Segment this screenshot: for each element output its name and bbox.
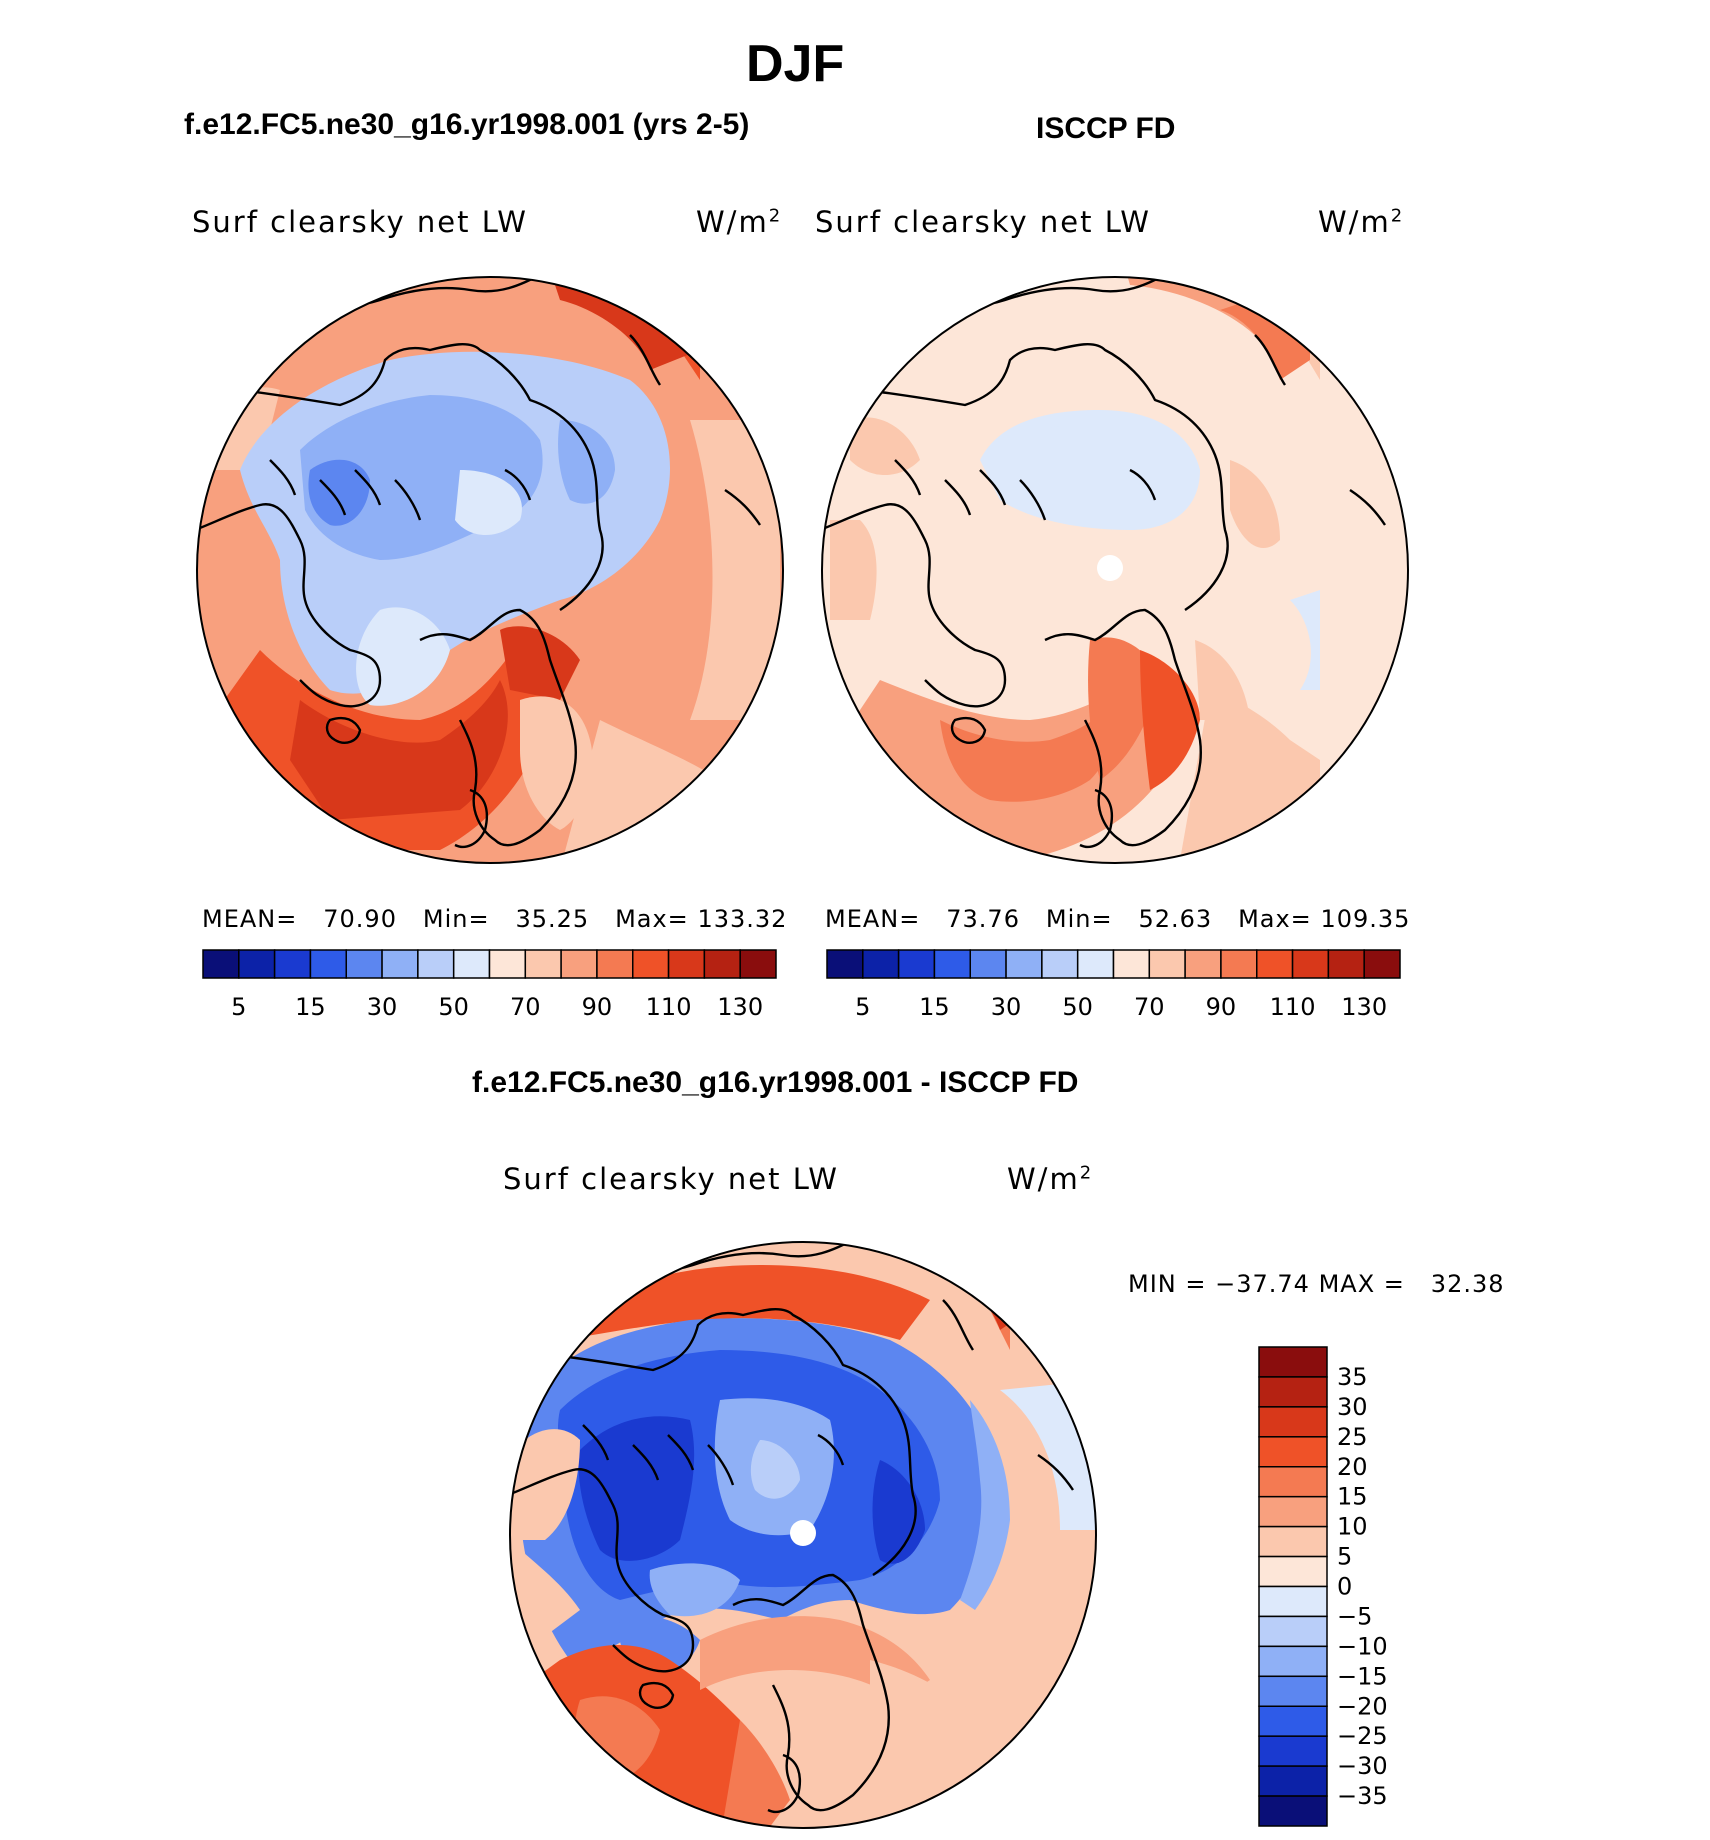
colorbar-3-swatch — [1258, 1525, 1328, 1558]
colorbar-3-tick-label: −10 — [1337, 1632, 1388, 1660]
colorbar-1-tick-label: 30 — [367, 993, 398, 1021]
panel3-stats: MIN = −37.74 MAX = 32.38 — [1128, 1270, 1505, 1298]
colorbar-3-tick-label: 15 — [1337, 1483, 1368, 1511]
colorbar-3-tick-label: 30 — [1337, 1393, 1368, 1421]
colorbar-1-swatch — [452, 949, 491, 979]
colorbar-3-swatch — [1258, 1765, 1328, 1797]
panel1-variable-label: Surf clearsky net LW — [192, 205, 528, 239]
colorbar-1-tick-label: 15 — [295, 993, 326, 1021]
colorbar-3-tick-label: 20 — [1337, 1453, 1368, 1481]
colorbar-2-tick-label: 130 — [1341, 993, 1387, 1021]
colorbar-3-swatch — [1258, 1376, 1328, 1408]
colorbar-3-tick-label: 35 — [1337, 1363, 1368, 1391]
colorbar-2-tick-label: 70 — [1134, 993, 1165, 1021]
colorbar-1-swatch — [596, 949, 634, 979]
colorbar-2-swatch — [969, 949, 1007, 979]
colorbar-2-swatch — [1112, 949, 1151, 979]
colorbar-panel-1: 5 15 30 50 70 90 110 130 — [202, 949, 777, 1021]
panel1-stats: MEAN= 70.90 Min= 35.25 Max= 133.32 — [202, 905, 788, 933]
colorbar-2-tick-label: 5 — [855, 993, 870, 1021]
colorbar-2-swatch — [1148, 949, 1186, 979]
figure-title: DJF — [746, 35, 845, 93]
colorbar-2-swatch — [1184, 949, 1222, 979]
colorbar-1-tick-label: 130 — [717, 993, 763, 1021]
map-panel-1 — [196, 276, 784, 864]
panel1-title: f.e12.FC5.ne30_g16.yr1998.001 (yrs 2-5) — [184, 108, 750, 141]
panel3-title: f.e12.FC5.ne30_g16.yr1998.001 - ISCCP FD — [472, 1066, 1079, 1099]
colorbar-2-swatch — [1220, 949, 1258, 979]
colorbar-2-swatch — [1005, 949, 1043, 979]
colorbar-3-swatch — [1258, 1675, 1328, 1707]
colorbar-2-swatch — [1327, 949, 1365, 979]
colorbar-2-swatch — [1076, 949, 1115, 979]
map-panel-3 — [509, 1241, 1097, 1829]
colorbar-1-swatch — [309, 949, 347, 979]
colorbar-2-tick-label: 30 — [991, 993, 1022, 1021]
colorbar-3-tick-label: 0 — [1337, 1573, 1352, 1601]
colorbar-2-swatch — [1256, 949, 1294, 979]
colorbar-3-swatch — [1258, 1795, 1328, 1827]
colorbar-1-swatch — [667, 949, 706, 979]
colorbar-2-tick-label: 90 — [1206, 993, 1237, 1021]
colorbar-3-tick-label: −30 — [1337, 1752, 1388, 1780]
colorbar-3-tick-label: −20 — [1337, 1692, 1388, 1720]
colorbar-3-swatch — [1258, 1585, 1328, 1618]
colorbar-3-tick-label: −35 — [1337, 1782, 1388, 1810]
colorbar-1-swatch — [238, 949, 276, 979]
colorbar-2-tick-label: 15 — [919, 993, 950, 1021]
colorbar-3-tick-label: −15 — [1337, 1662, 1388, 1690]
panel2-variable-label: Surf clearsky net LW — [815, 205, 1151, 239]
panel1-units-label: W/m2 — [696, 205, 783, 239]
colorbar-2-swatch — [862, 949, 900, 979]
colorbar-2-swatch — [1041, 949, 1079, 979]
colorbar-2-swatch — [826, 949, 864, 979]
colorbar-3-swatch — [1258, 1555, 1328, 1588]
colorbar-panel-2: 5 15 30 50 70 90 110 130 — [826, 949, 1401, 1021]
colorbar-1-swatch — [524, 949, 562, 979]
colorbar-3-tick-label: −25 — [1337, 1722, 1388, 1750]
colorbar-1-swatch — [632, 949, 670, 979]
panel2-title: ISCCP FD — [1036, 112, 1176, 145]
colorbar-1-swatch — [273, 949, 312, 979]
colorbar-1-swatch — [739, 949, 777, 979]
colorbar-1-tick-label: 70 — [510, 993, 541, 1021]
colorbar-3-swatch — [1258, 1406, 1328, 1438]
colorbar-1-tick-label: 5 — [231, 993, 246, 1021]
colorbar-1-swatch — [202, 949, 240, 979]
panel3-units-label: W/m2 — [1007, 1162, 1094, 1196]
colorbar-3-swatch — [1258, 1466, 1328, 1498]
colorbar-3-swatch — [1258, 1735, 1328, 1767]
colorbar-1-tick-label: 110 — [646, 993, 692, 1021]
colorbar-1-swatch — [381, 949, 419, 979]
colorbar-3-swatch — [1258, 1436, 1328, 1468]
colorbar-3-swatch — [1258, 1346, 1328, 1378]
colorbar-3-swatch — [1258, 1495, 1328, 1528]
colorbar-1-swatch — [417, 949, 455, 979]
colorbar-2-tick-label: 50 — [1062, 993, 1093, 1021]
panel2-stats: MEAN= 73.76 Min= 52.63 Max= 109.35 — [825, 905, 1411, 933]
colorbar-2-swatch — [1291, 949, 1330, 979]
panel2-units-label: W/m2 — [1318, 205, 1405, 239]
colorbar-1-swatch — [560, 949, 598, 979]
colorbar-3-tick-label: 5 — [1337, 1543, 1352, 1571]
colorbar-3-swatch — [1258, 1615, 1328, 1648]
map-panel-2 — [821, 276, 1409, 864]
colorbar-2-swatch — [1363, 949, 1401, 979]
colorbar-1-swatch — [345, 949, 383, 979]
colorbar-1-swatch — [488, 949, 527, 979]
colorbar-3-tick-label: 25 — [1337, 1423, 1368, 1451]
colorbar-3-tick-label: 10 — [1337, 1513, 1368, 1541]
colorbar-2-tick-label: 110 — [1270, 993, 1316, 1021]
colorbar-1-swatch — [703, 949, 741, 979]
colorbar-2-swatch — [933, 949, 971, 979]
colorbar-3-tick-label: −5 — [1337, 1602, 1372, 1630]
colorbar-3-swatch — [1258, 1645, 1328, 1678]
colorbar-3-swatch — [1258, 1705, 1328, 1737]
colorbar-1-tick-label: 50 — [438, 993, 469, 1021]
colorbar-2-swatch — [897, 949, 936, 979]
colorbar-1-tick-label: 90 — [582, 993, 613, 1021]
panel3-variable-label: Surf clearsky net LW — [503, 1162, 839, 1196]
